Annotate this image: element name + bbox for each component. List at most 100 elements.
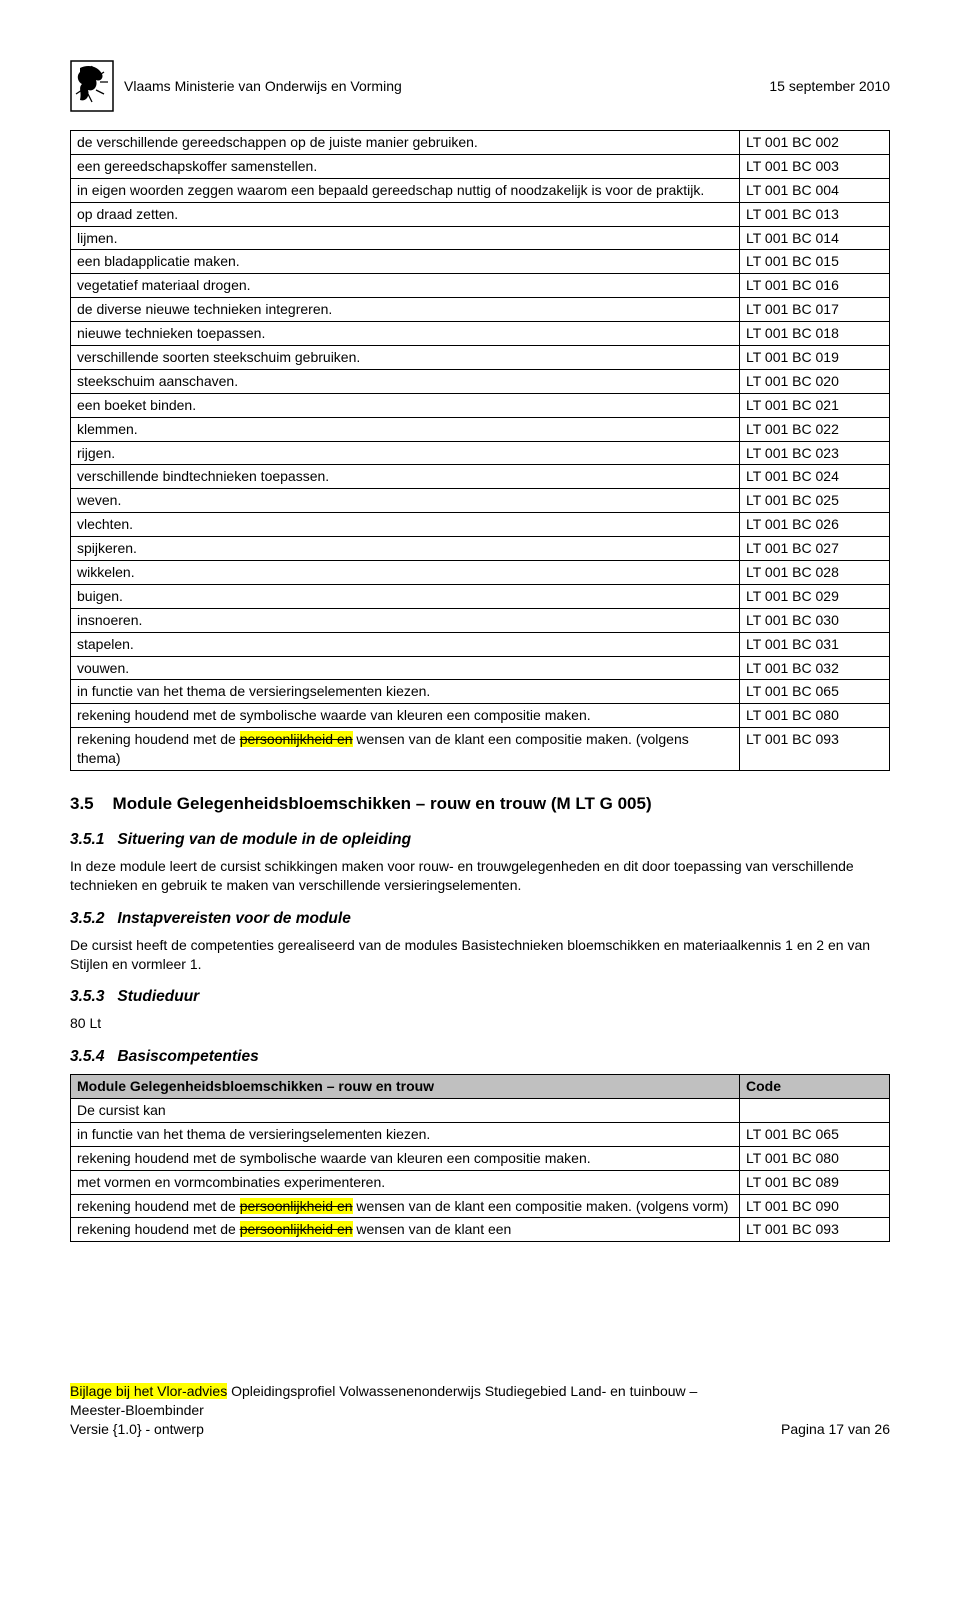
sub-title: Studieduur — [117, 988, 199, 1005]
text-segment: wensen van de klant een compositie maken… — [353, 1198, 729, 1214]
competency-text: rekening houdend met de symbolische waar… — [71, 1146, 740, 1170]
table-row: nieuwe technieken toepassen.LT 001 BC 01… — [71, 322, 890, 346]
page: Vlaams Ministerie van Onderwijs en Vormi… — [0, 0, 960, 1469]
competencies-table-1: de verschillende gereedschappen op de ju… — [70, 130, 890, 771]
table-row: met vormen en vormcombinaties experiment… — [71, 1170, 890, 1194]
table-row: rekening houdend met de symbolische waar… — [71, 1146, 890, 1170]
competency-text: rekening houdend met de persoonlijkheid … — [71, 1194, 740, 1218]
competency-text: rekening houdend met de persoonlijkheid … — [71, 1218, 740, 1242]
competency-text: weven. — [71, 489, 740, 513]
footer-line-3: Versie {1.0} - ontwerp Pagina 17 van 26 — [70, 1420, 890, 1439]
page-header: Vlaams Ministerie van Onderwijs en Vormi… — [70, 60, 890, 112]
competency-text: in functie van het thema de versieringse… — [71, 1122, 740, 1146]
competency-code: LT 001 BC 093 — [740, 1218, 890, 1242]
competency-code: LT 001 BC 080 — [740, 704, 890, 728]
competency-code: LT 001 BC 019 — [740, 346, 890, 370]
competency-text: De cursist kan — [71, 1099, 740, 1123]
table-row: vouwen.LT 001 BC 032 — [71, 656, 890, 680]
section-num: 3.5 — [70, 794, 94, 813]
table-row: vegetatief materiaal drogen.LT 001 BC 01… — [71, 274, 890, 298]
competency-code: LT 001 BC 030 — [740, 608, 890, 632]
competency-text: een boeket binden. — [71, 393, 740, 417]
competency-code: LT 001 BC 023 — [740, 441, 890, 465]
competency-text: wikkelen. — [71, 561, 740, 585]
table-row: weven.LT 001 BC 025 — [71, 489, 890, 513]
competency-code: LT 001 BC 024 — [740, 465, 890, 489]
competency-code: LT 001 BC 028 — [740, 561, 890, 585]
table-header-left: Module Gelegenheidsbloemschikken – rouw … — [71, 1075, 740, 1099]
table-row: op draad zetten.LT 001 BC 013 — [71, 202, 890, 226]
table-row: lijmen.LT 001 BC 014 — [71, 226, 890, 250]
table-row: rekening houdend met de symbolische waar… — [71, 704, 890, 728]
competency-code: LT 001 BC 013 — [740, 202, 890, 226]
competency-code: LT 001 BC 018 — [740, 322, 890, 346]
competency-code: LT 001 BC 016 — [740, 274, 890, 298]
competency-text: insnoeren. — [71, 608, 740, 632]
competency-code: LT 001 BC 021 — [740, 393, 890, 417]
competency-code: LT 001 BC 017 — [740, 298, 890, 322]
competency-text: stapelen. — [71, 632, 740, 656]
competency-code: LT 001 BC 093 — [740, 728, 890, 771]
table-row: de diverse nieuwe technieken integreren.… — [71, 298, 890, 322]
text-segment: rekening houdend met de — [77, 731, 240, 747]
text-segment: rekening houdend met de — [77, 1221, 240, 1237]
sub-body: 80 Lt — [70, 1014, 890, 1033]
sub-num: 3.5.3 — [70, 988, 104, 1005]
sub-body: De cursist heeft de competenties gereali… — [70, 936, 890, 974]
section-heading: 3.5 Module Gelegenheidsbloemschikken – r… — [70, 793, 890, 816]
footer-line-2: Meester-Bloembinder — [70, 1401, 890, 1420]
subsection-heading: 3.5.1 Situering van de module in de ople… — [70, 830, 890, 851]
text-segment: rekening houdend met de — [77, 1198, 240, 1214]
header-date: 15 september 2010 — [769, 77, 890, 96]
header-title: Vlaams Ministerie van Onderwijs en Vormi… — [124, 77, 402, 96]
text-segment: persoonlijkheid en — [240, 731, 353, 747]
competency-text: op draad zetten. — [71, 202, 740, 226]
table-row: klemmen.LT 001 BC 022 — [71, 417, 890, 441]
table-row: wikkelen.LT 001 BC 028 — [71, 561, 890, 585]
competency-text: met vormen en vormcombinaties experiment… — [71, 1170, 740, 1194]
competency-text: steekschuim aanschaven. — [71, 369, 740, 393]
text-segment: persoonlijkheid en — [240, 1221, 353, 1237]
competency-text: nieuwe technieken toepassen. — [71, 322, 740, 346]
competency-code: LT 001 BC 015 — [740, 250, 890, 274]
competency-code: LT 001 BC 080 — [740, 1146, 890, 1170]
competency-code: LT 001 BC 065 — [740, 1122, 890, 1146]
competency-text: vegetatief materiaal drogen. — [71, 274, 740, 298]
sub-body: In deze module leert de cursist schikkin… — [70, 857, 890, 895]
sub-num: 3.5.1 — [70, 831, 104, 848]
header-left: Vlaams Ministerie van Onderwijs en Vormi… — [70, 60, 402, 112]
footer-highlight: Bijlage bij het Vlor-advies — [70, 1383, 227, 1399]
competency-text: lijmen. — [71, 226, 740, 250]
competency-code: LT 001 BC 090 — [740, 1194, 890, 1218]
table-row: buigen.LT 001 BC 029 — [71, 584, 890, 608]
footer-version: Versie {1.0} - ontwerp — [70, 1420, 204, 1439]
competency-code: LT 001 BC 022 — [740, 417, 890, 441]
section-title: Module Gelegenheidsbloemschikken – rouw … — [113, 794, 652, 813]
competency-text: rijgen. — [71, 441, 740, 465]
competency-code: LT 001 BC 065 — [740, 680, 890, 704]
competency-text: klemmen. — [71, 417, 740, 441]
subsection-heading: 3.5.3 Studieduur — [70, 987, 890, 1008]
competency-code: LT 001 BC 026 — [740, 513, 890, 537]
competency-code: LT 001 BC 004 — [740, 178, 890, 202]
table-row: stapelen.LT 001 BC 031 — [71, 632, 890, 656]
sub-title: Basiscompetenties — [117, 1048, 258, 1065]
table-row: verschillende soorten steekschuim gebrui… — [71, 346, 890, 370]
competency-text: verschillende bindtechnieken toepassen. — [71, 465, 740, 489]
table-row: een gereedschapskoffer samenstellen.LT 0… — [71, 154, 890, 178]
table-row: de verschillende gereedschappen op de ju… — [71, 131, 890, 155]
table-row: vlechten.LT 001 BC 026 — [71, 513, 890, 537]
competency-text: vlechten. — [71, 513, 740, 537]
competency-code: LT 001 BC 027 — [740, 537, 890, 561]
competency-text: verschillende soorten steekschuim gebrui… — [71, 346, 740, 370]
footer-page: Pagina 17 van 26 — [781, 1420, 890, 1439]
competency-text: spijkeren. — [71, 537, 740, 561]
competency-text: buigen. — [71, 584, 740, 608]
competency-code: LT 001 BC 032 — [740, 656, 890, 680]
competency-code: LT 001 BC 020 — [740, 369, 890, 393]
table-header-right: Code — [740, 1075, 890, 1099]
table-row: in functie van het thema de versieringse… — [71, 680, 890, 704]
flanders-lion-logo-icon — [70, 60, 114, 112]
table-row: rekening houdend met de persoonlijkheid … — [71, 1218, 890, 1242]
text-segment: wensen van de klant een — [353, 1221, 512, 1237]
